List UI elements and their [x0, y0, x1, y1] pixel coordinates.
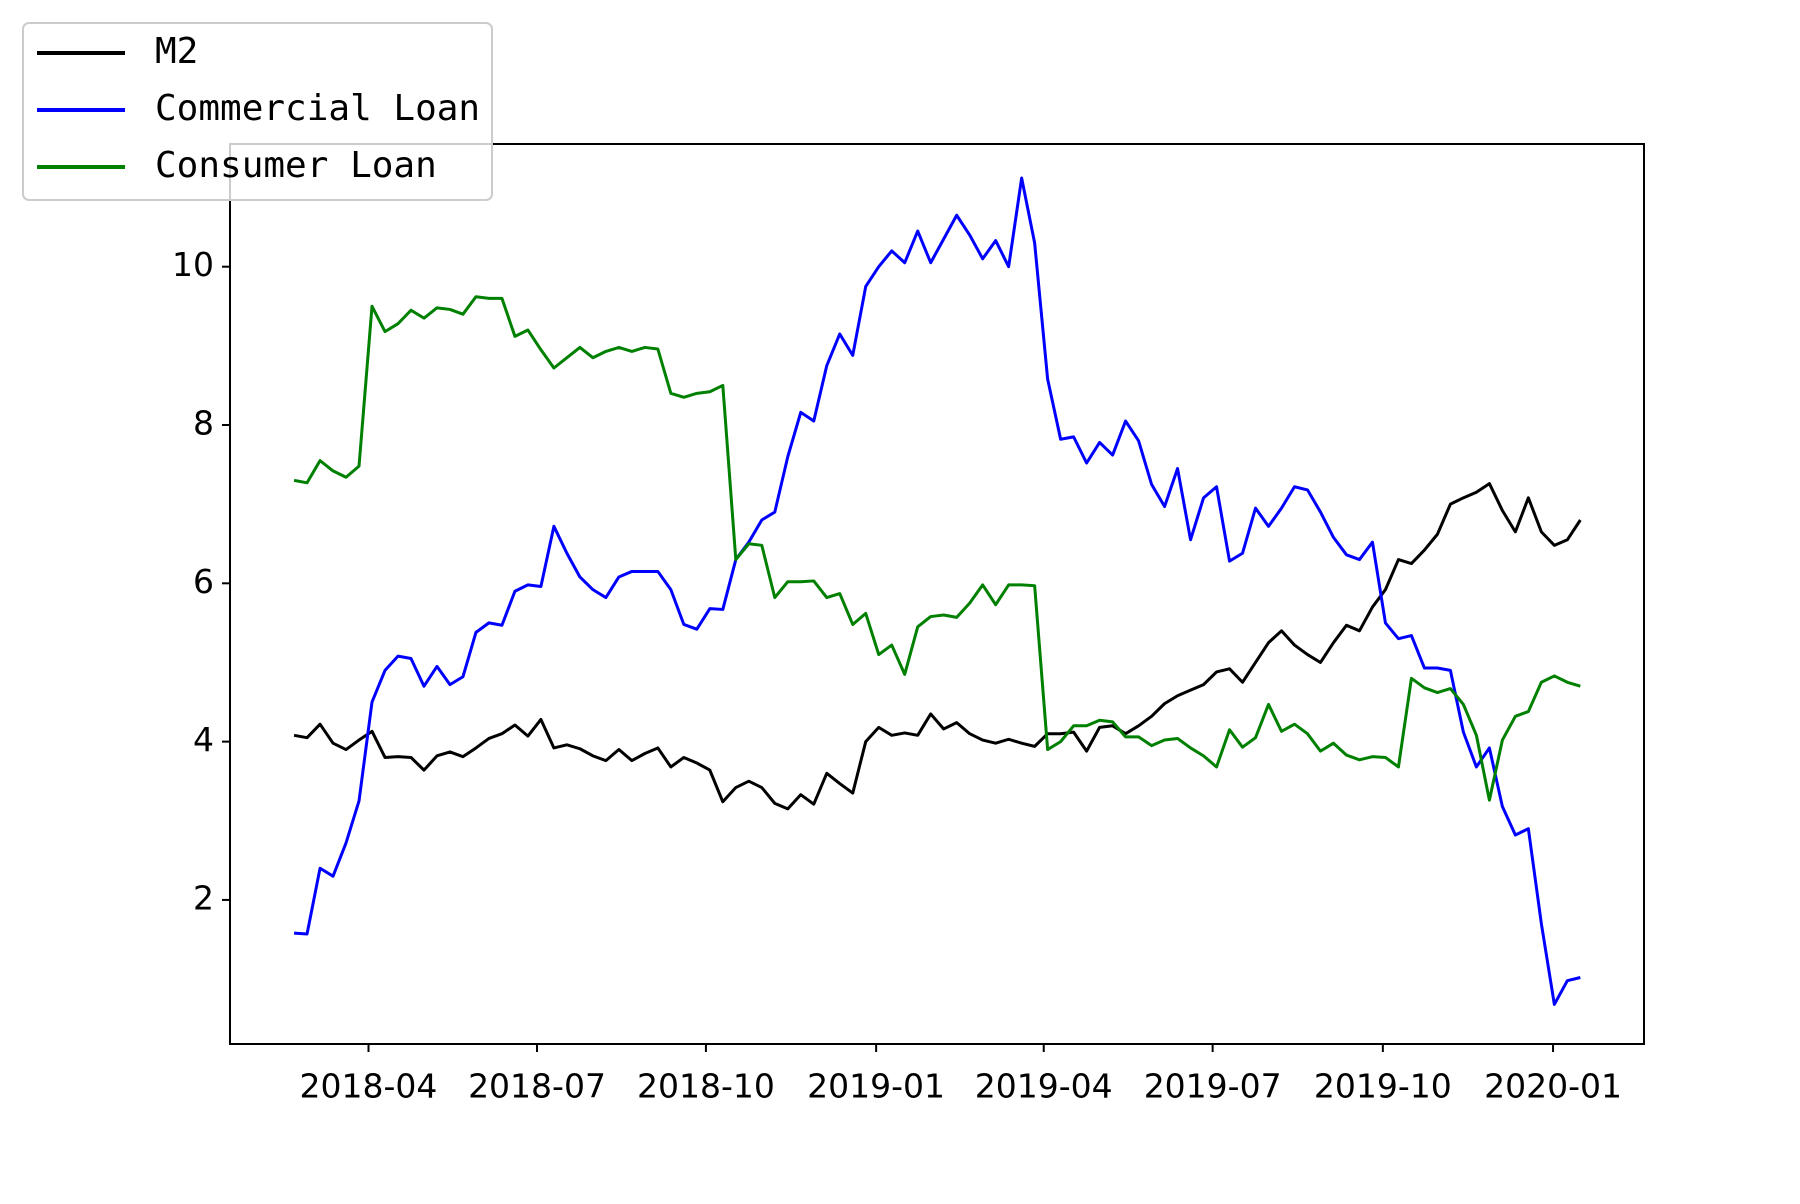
- y-tick-label: 6: [193, 562, 214, 601]
- x-tick-label: 2019-07: [1144, 1067, 1282, 1106]
- x-tick-label: 2018-04: [300, 1067, 438, 1106]
- x-tick-label: 2020-01: [1484, 1067, 1622, 1106]
- legend-label: Commercial Loan: [155, 88, 480, 129]
- y-tick-label: 4: [193, 720, 214, 759]
- y-tick-label: 8: [193, 404, 214, 443]
- series-line: [293, 176, 1581, 1006]
- x-tick-label: 2019-01: [807, 1067, 945, 1106]
- y-tick-label: 2: [193, 878, 214, 917]
- legend-label: M2: [155, 31, 198, 72]
- x-tick-label: 2019-10: [1314, 1067, 1452, 1106]
- axes-frame: [229, 143, 1645, 1045]
- series-line: [293, 295, 1581, 802]
- series-line: [293, 482, 1582, 811]
- y-tick-label: 10: [172, 245, 214, 284]
- x-tick-label: 2018-07: [468, 1067, 606, 1106]
- legend-label: Consumer Loan: [155, 145, 437, 186]
- x-tick-label: 2018-10: [637, 1067, 775, 1106]
- legend-box: [22, 22, 493, 201]
- x-tick-label: 2019-04: [975, 1067, 1113, 1106]
